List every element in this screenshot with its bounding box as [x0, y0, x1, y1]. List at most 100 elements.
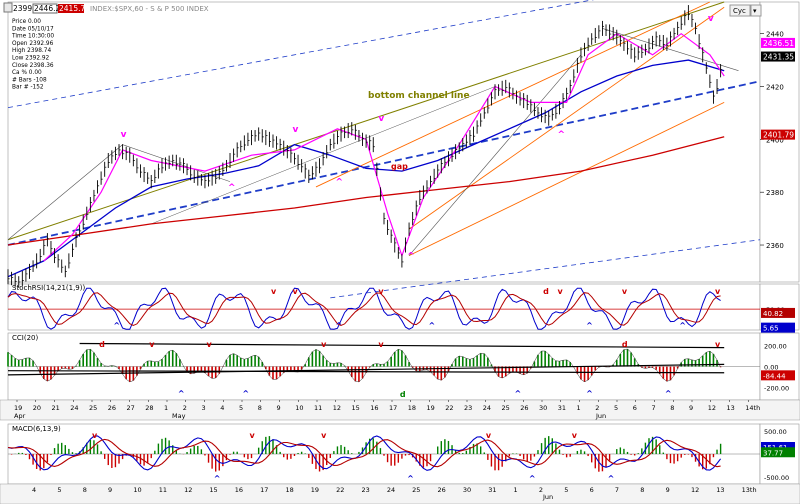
date-tick-label: 25 [502, 404, 510, 412]
cci-buy-marker: ^ [586, 389, 593, 398]
cci-buy-marker: ^ [178, 389, 185, 398]
buy-marker: ^ [557, 130, 565, 140]
date-tick-label: 11 [159, 486, 167, 494]
cci-tick-label: 0.00 [764, 364, 778, 372]
date-tick-label: 5 [614, 404, 618, 412]
dashed-blue-midline [7, 80, 761, 246]
date-tick-label: 30 [539, 404, 547, 412]
price-box-1: 2399 [13, 4, 32, 13]
cci-sell-marker: v [207, 340, 213, 349]
cyc-button[interactable] [729, 4, 751, 17]
macd-signal-line [7, 438, 721, 468]
stoch-sell-marker: v [557, 287, 563, 296]
cci-sell-marker: v [715, 340, 721, 349]
stoch-buy-marker: ^ [679, 321, 686, 330]
cci-trendline [7, 370, 725, 374]
window-menu-icon[interactable] [3, 2, 13, 13]
month-label: Jun [542, 493, 553, 501]
info-line: High 2398.74 [12, 48, 51, 54]
date-tick-label: 9 [108, 486, 112, 494]
stochrsi-title: StochRSI(14,21(1,9)) [12, 284, 85, 292]
cci-tick-label: 200.00 [764, 343, 787, 351]
cci-sell-marker: v [378, 340, 384, 349]
date-tick-label: 5 [564, 486, 568, 494]
cci-buy-marker: ^ [514, 389, 521, 398]
y-tick-label: 2360 [766, 242, 784, 250]
y-tick-label: 2380 [766, 189, 784, 197]
date-tick-label: 19 [311, 486, 319, 494]
stoch-value-label: 5.65 [763, 325, 779, 333]
sell-marker: v [708, 14, 714, 24]
date-tick-label: 16 [235, 486, 243, 494]
macd-buy-marker: ^ [407, 474, 414, 483]
stoch-buy-marker: ^ [586, 321, 593, 330]
last-value-label: 2401.79 [763, 131, 794, 140]
y-tick-label: 2400 [766, 136, 784, 144]
date-tick-label: 26 [108, 404, 116, 412]
macd-title: MACD(6,13,9) [12, 425, 61, 433]
date-tick-label: 27 [127, 404, 135, 412]
date-tick-label: 2 [183, 404, 187, 412]
cci-buy-marker: ^ [242, 389, 249, 398]
macd-line [7, 435, 722, 471]
cci-panel[interactable]: 200.00 0.00 -200.00 d v v v v d v d ^ ^ ^ ^ ^ -84.44 [7, 340, 795, 399]
date-tick-label: 2 [595, 404, 599, 412]
date-tick-label: 15 [352, 404, 360, 412]
stoch-buy-marker: ^ [113, 321, 120, 330]
macd-tick-label: -500.00 [764, 474, 789, 482]
macd-sell-marker: v [572, 431, 578, 440]
date-tick-label: 20 [33, 404, 41, 412]
price-box-3-frame [58, 4, 84, 13]
date-tick-label: 6 [590, 486, 594, 494]
date-tick-label: 26 [520, 404, 528, 412]
date-tick-label: 25 [412, 486, 420, 494]
stochrsi-panel[interactable]: 50.00vvvdvvv^^^^^40.825.65 [7, 287, 795, 333]
date-tick-label: 11 [314, 404, 322, 412]
stoch-sell-marker: v [715, 287, 721, 296]
date-tick-label: 25 [89, 404, 97, 412]
buy-marker: ^ [335, 178, 343, 188]
info-line: Open 2392.96 [12, 41, 54, 47]
panel-menu-button[interactable] [750, 4, 762, 17]
date-tick-label: 15 [209, 486, 217, 494]
price-box-2: 2446.20 [34, 4, 65, 13]
date-axis-1 [0, 399, 800, 421]
stoch-buy-marker: ^ [429, 321, 436, 330]
date-tick-label: 31 [488, 486, 496, 494]
chevron-down-icon: ▾ [753, 7, 757, 15]
macd-value-box [761, 447, 795, 458]
last-value-box [761, 129, 795, 140]
olive-trendline [7, 1, 725, 241]
date-tick-label: 10 [295, 404, 303, 412]
info-line: Ca % 0.00 [12, 70, 42, 76]
cci-sell-marker: v [321, 340, 327, 349]
date-tick-label: 9 [666, 486, 670, 494]
macd-value-box [761, 442, 795, 453]
y-axis-strip [759, 1, 800, 283]
cci-buy-marker: ^ [665, 389, 672, 398]
stoch-sell-marker: v [271, 287, 277, 296]
date-tick-label: 23 [464, 404, 472, 412]
stoch-value-box [761, 307, 795, 318]
dashed-blue-lower [330, 239, 761, 299]
date-tick-label: 28 [145, 404, 153, 412]
stoch-sell-marker: v [378, 287, 384, 296]
cyc-button-label: Cyc [733, 7, 746, 15]
date-tick-label: 26 [438, 486, 446, 494]
date-axis-2 [0, 483, 800, 504]
stoch-main-line [7, 287, 721, 330]
price-box-2-frame [32, 3, 58, 14]
macd-value-label: 37.77 [763, 449, 783, 457]
panel-frame [7, 1, 761, 283]
dashed-blue-upper [7, 0, 595, 109]
thin-trend-3 [408, 54, 582, 256]
thin-trend-1 [7, 144, 123, 240]
date-tick-label: 8 [670, 404, 674, 412]
stoch-buy-marker: ^ [335, 321, 342, 330]
date-tick-label: 4 [220, 404, 224, 412]
date-tick-label: 12 [691, 486, 699, 494]
